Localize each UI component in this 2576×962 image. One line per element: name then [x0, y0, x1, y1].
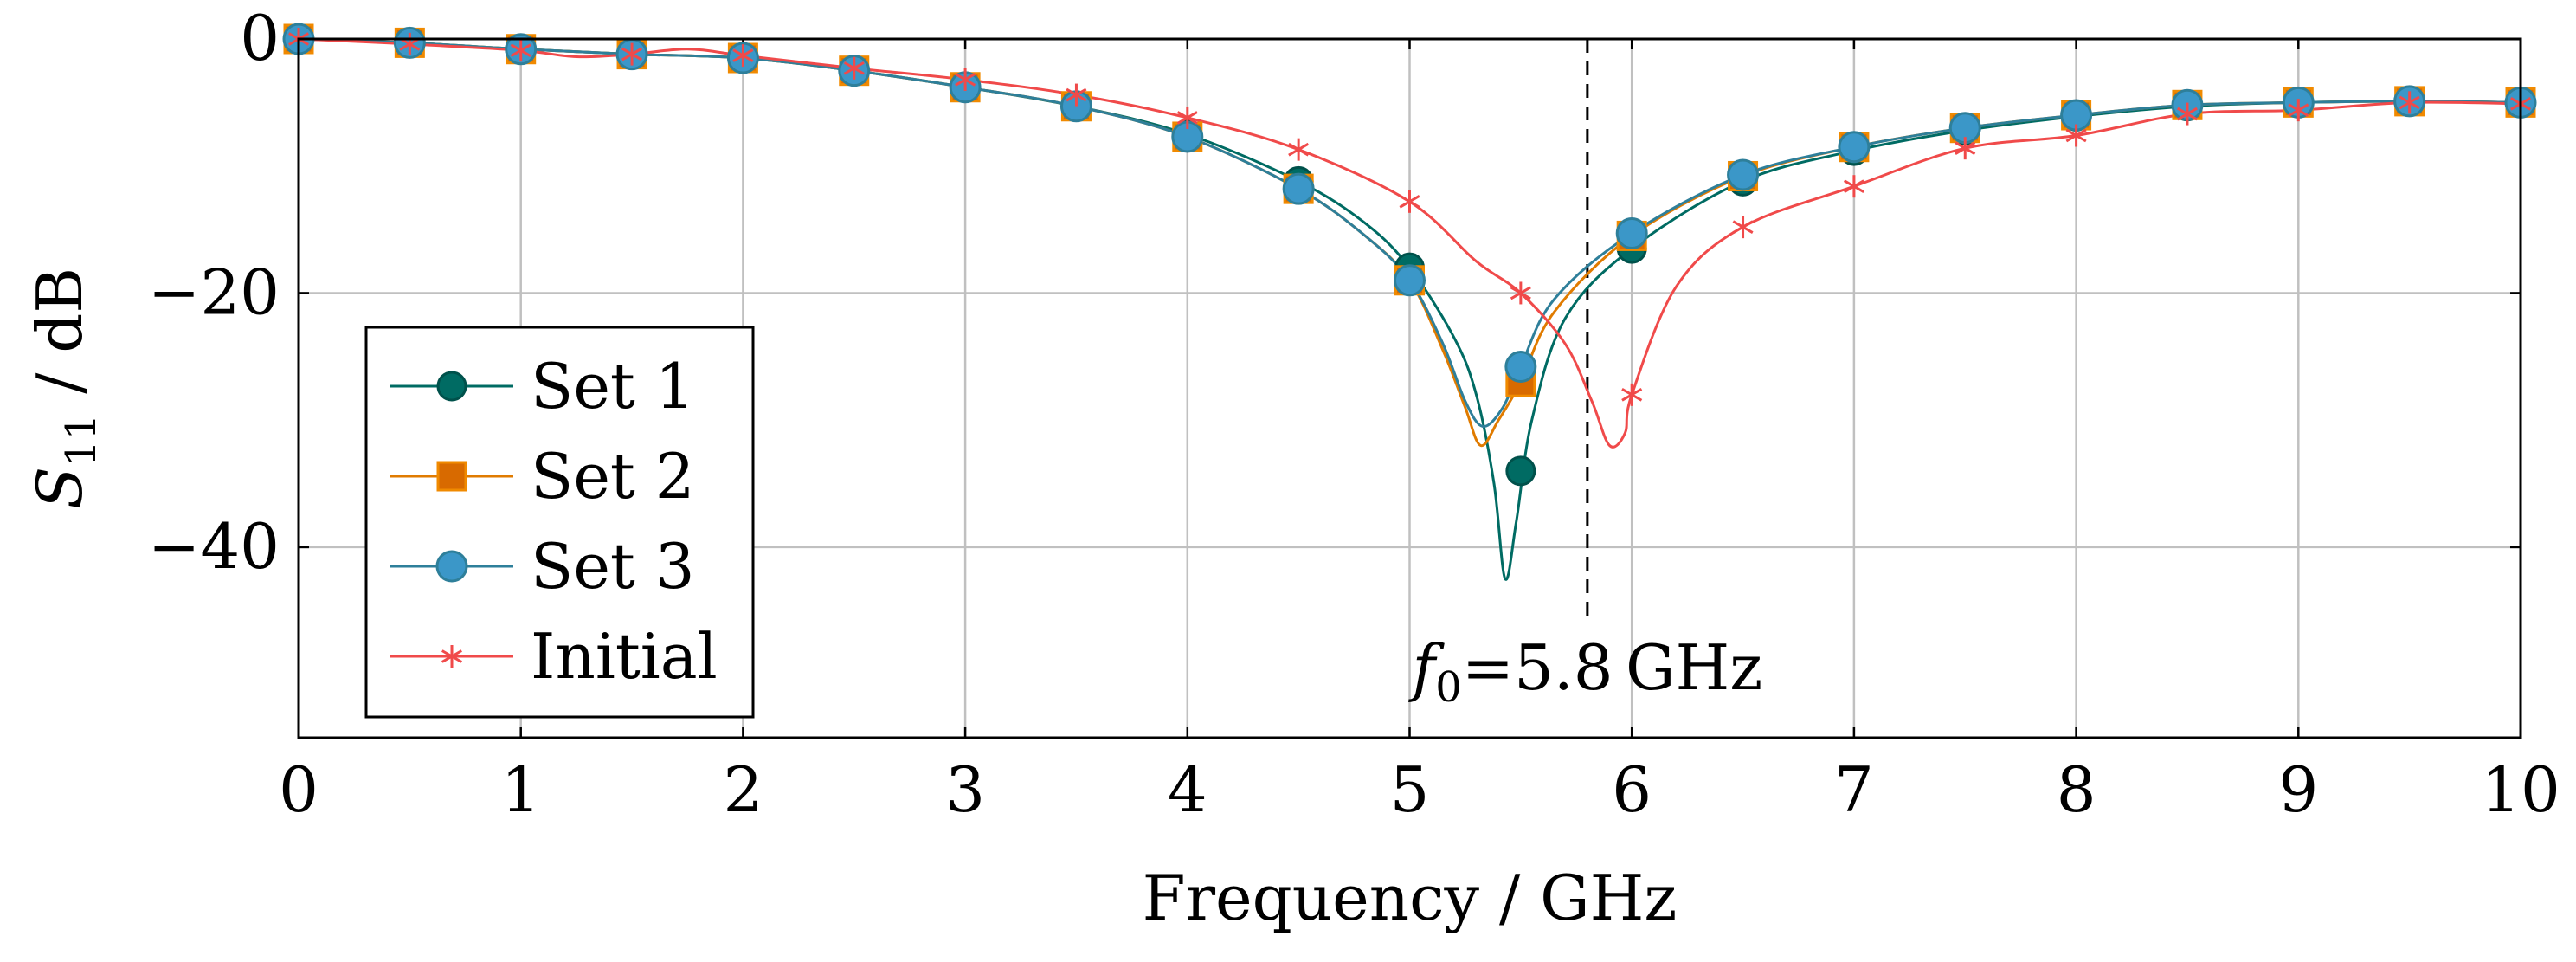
plot-frame	[297, 37, 2522, 739]
x-tick-label: 3	[945, 753, 985, 826]
data-point	[1510, 281, 1531, 305]
x-tick-labels: 0 1 2 3 4 5 6 7 8 9 10	[279, 753, 2560, 826]
legend-marker	[435, 550, 468, 583]
star-stroke	[732, 48, 754, 62]
data-point	[955, 68, 976, 91]
legend-item: Initial	[390, 620, 718, 693]
star-stroke	[510, 43, 531, 58]
star-stroke	[441, 649, 463, 663]
data-point	[732, 44, 754, 68]
data-point	[2288, 99, 2309, 122]
data-point	[843, 56, 865, 80]
f0-label: f0=5.8 GHz	[1408, 631, 1763, 712]
y-tick-labels: 0 −20 −40	[148, 2, 280, 583]
y-tick-label: −40	[148, 510, 280, 583]
legend-marker	[441, 645, 463, 668]
data-point	[1727, 158, 1760, 191]
data-point	[1838, 131, 1871, 164]
series-markers-set-3	[282, 23, 2537, 384]
y-tick-label: 0	[240, 2, 280, 74]
x-tick-label: 5	[1390, 753, 1430, 826]
star-stroke	[399, 37, 421, 51]
star-stroke	[1621, 388, 1643, 402]
f0-annotation: f0=5.8 GHz	[1408, 39, 1763, 712]
data-point	[1955, 137, 1976, 160]
data-point	[399, 32, 421, 55]
data-point	[1505, 455, 1536, 487]
legend-label: Set 2	[531, 440, 695, 513]
x-tick-label: 4	[1168, 753, 1208, 826]
star-stroke	[1066, 87, 1087, 102]
legend: Set 1 Set 2 Set 3 Initial	[364, 326, 755, 719]
legend-marker	[436, 461, 467, 492]
y-axis-label-main: S	[23, 467, 96, 509]
data-point	[2399, 91, 2420, 114]
data-point	[1066, 83, 1087, 107]
y-axis-label-unit: / dB	[23, 268, 96, 414]
x-tick-label: 0	[279, 753, 319, 826]
data-point	[1621, 383, 1643, 406]
data-point	[510, 39, 531, 62]
star-stroke	[1176, 111, 1198, 125]
star-stroke	[1732, 220, 1754, 234]
data-point	[1732, 216, 1754, 239]
x-tick-label: 10	[2481, 753, 2560, 826]
star-stroke	[1510, 286, 1531, 300]
f0-label-sub: 0	[1435, 663, 1462, 712]
legend-label: Set 1	[531, 350, 695, 423]
star-stroke	[1955, 141, 1976, 155]
data-point	[1843, 175, 1864, 198]
data-point	[1399, 190, 1420, 213]
star-stroke	[955, 73, 976, 87]
x-tick-label: 1	[501, 753, 541, 826]
star-stroke	[621, 47, 643, 61]
x-tick-label: 7	[1834, 753, 1874, 826]
y-axis-label-sub: 11	[57, 414, 106, 467]
y-tick-label: −20	[148, 255, 280, 328]
star-stroke	[2065, 128, 2087, 143]
data-point	[1615, 216, 1648, 249]
legend-item: Set 2	[390, 440, 695, 513]
series-markers-initial	[287, 28, 2532, 406]
star-stroke	[2288, 103, 2309, 117]
data-point	[1394, 264, 1426, 297]
y-axis-label: S11 / dB	[23, 268, 106, 509]
star-stroke	[1843, 179, 1864, 194]
legend-label: Set 3	[531, 530, 695, 603]
x-tick-label: 8	[2057, 753, 2096, 826]
data-point	[2176, 102, 2198, 126]
star-stroke	[2399, 95, 2420, 110]
data-point	[1504, 351, 1537, 384]
star-stroke	[1399, 195, 1420, 209]
star-stroke	[1288, 142, 1310, 157]
legend-item: Set 1	[390, 350, 695, 423]
data-point	[1282, 172, 1315, 205]
x-axis-label: Frequency / GHz	[1143, 862, 1678, 934]
data-point	[621, 42, 643, 66]
legend-box	[364, 326, 755, 719]
x-tick-label: 9	[2278, 753, 2318, 826]
f0-label-rest: =5.8 GHz	[1462, 631, 1762, 704]
legend-item: Set 3	[390, 530, 695, 603]
star-stroke	[2176, 107, 2198, 121]
legend-marker	[436, 371, 467, 402]
data-point	[1288, 138, 1310, 161]
data-point	[2065, 124, 2087, 147]
data-point	[1176, 106, 1198, 129]
x-tick-label: 2	[723, 753, 763, 826]
legend-label: Initial	[531, 620, 718, 693]
star-stroke	[843, 61, 865, 75]
x-tick-label: 6	[1612, 753, 1652, 826]
